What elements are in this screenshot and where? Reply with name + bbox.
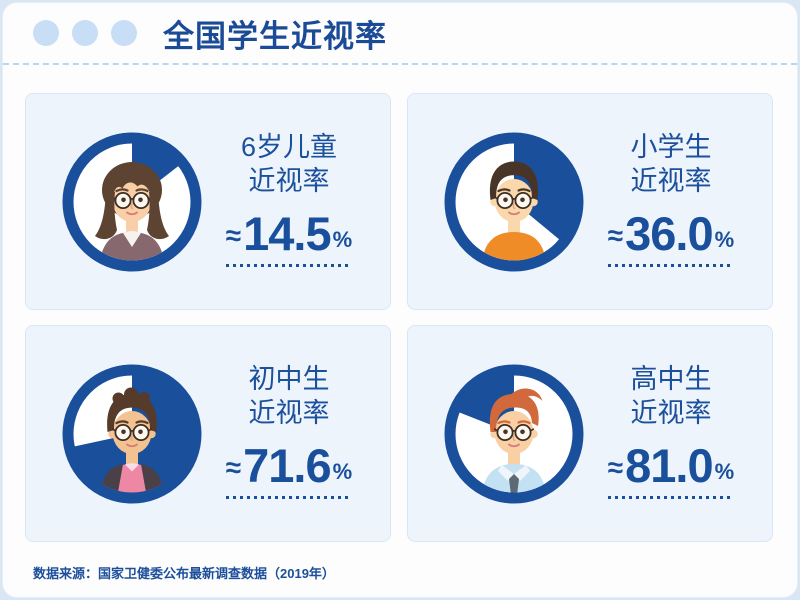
- stat-text: 高中生 近视率 ≈ 81.0 %: [584, 362, 758, 499]
- student-avatar: [482, 161, 546, 260]
- pie-ring-svg: [62, 364, 202, 503]
- window-dots: [33, 20, 137, 46]
- cards-grid: 6岁儿童 近视率 ≈ 14.5 %: [3, 65, 797, 542]
- stat-value-row: ≈ 14.5 %: [226, 210, 352, 257]
- dotted-underline: [225, 264, 353, 267]
- stat-label-line2: 近视率: [630, 166, 712, 196]
- myopia-pie-avatar-chart: [62, 364, 202, 504]
- stat-text: 小学生 近视率 ≈ 36.0 %: [584, 130, 758, 267]
- stat-value-row: ≈ 81.0 %: [608, 442, 734, 489]
- window-dot: [111, 20, 137, 46]
- data-source-note: 数据来源：国家卫健委公布最新调查数据（2019年）: [33, 566, 335, 581]
- window-dot: [72, 20, 98, 46]
- stat-value-row: ≈ 36.0 %: [608, 210, 734, 257]
- dotted-underline: [607, 264, 735, 267]
- dotted-underline: [607, 496, 735, 499]
- stat-label-line1: 6岁儿童: [240, 132, 338, 162]
- student-avatar: [95, 161, 169, 260]
- stat-label-line1: 高中生: [630, 364, 712, 394]
- student-avatar: [482, 387, 546, 492]
- myopia-pie-avatar-chart: [62, 132, 202, 272]
- stat-value: 81.0: [625, 439, 713, 492]
- window-dot: [33, 20, 59, 46]
- stat-card-primary: 小学生 近视率 ≈ 36.0 %: [407, 93, 773, 310]
- stat-label-line1: 小学生: [630, 132, 712, 162]
- approx-symbol: ≈: [607, 452, 624, 483]
- approx-symbol: ≈: [607, 220, 624, 251]
- stat-label-line1: 初中生: [248, 364, 330, 394]
- myopia-pie-avatar-chart: [444, 364, 584, 504]
- dotted-underline: [225, 496, 353, 499]
- pie-ring-svg: [444, 364, 584, 503]
- stat-label-line2: 近视率: [248, 166, 330, 196]
- pie-ring-svg: [444, 132, 584, 271]
- stat-card-6yo: 6岁儿童 近视率 ≈ 14.5 %: [25, 93, 391, 310]
- approx-symbol: ≈: [225, 220, 242, 251]
- stat-value: 71.6: [243, 439, 331, 492]
- stat-value-row: ≈ 71.6 %: [226, 442, 352, 489]
- percent-sign: %: [332, 459, 353, 484]
- pie-ring-svg: [62, 132, 202, 271]
- percent-sign: %: [714, 459, 735, 484]
- stat-text: 6岁儿童 近视率 ≈ 14.5 %: [202, 130, 376, 267]
- percent-sign: %: [714, 227, 735, 252]
- percent-sign: %: [332, 227, 353, 252]
- stat-card-junior: 初中生 近视率 ≈ 71.6 %: [25, 325, 391, 542]
- window-header: 全国学生近视率: [3, 3, 797, 65]
- stat-text: 初中生 近视率 ≈ 71.6 %: [202, 362, 376, 499]
- stat-value: 36.0: [625, 207, 713, 260]
- stat-label-line2: 近视率: [630, 398, 712, 428]
- page-title: 全国学生近视率: [163, 18, 387, 54]
- stat-label-line2: 近视率: [248, 398, 330, 428]
- myopia-pie-avatar-chart: [444, 132, 584, 272]
- stat-value: 14.5: [243, 207, 331, 260]
- approx-symbol: ≈: [225, 452, 242, 483]
- student-avatar: [100, 387, 164, 492]
- stat-card-senior: 高中生 近视率 ≈ 81.0 %: [407, 325, 773, 542]
